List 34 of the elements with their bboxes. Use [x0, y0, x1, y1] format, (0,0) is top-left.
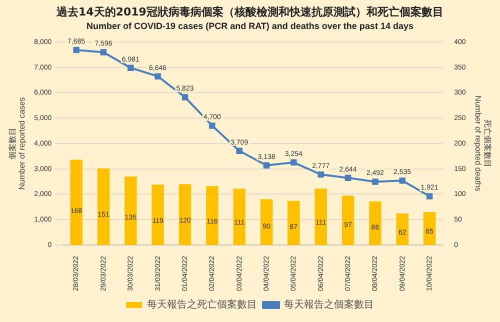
point — [290, 159, 297, 166]
point — [426, 193, 433, 200]
bar — [233, 188, 246, 245]
bar — [396, 214, 408, 245]
point — [209, 122, 216, 129]
point — [100, 49, 107, 56]
bar — [314, 188, 327, 245]
point — [344, 174, 352, 182]
bar — [152, 184, 164, 245]
point — [73, 46, 80, 54]
point — [372, 178, 378, 185]
point — [399, 178, 406, 184]
bar — [178, 184, 192, 245]
chart-subtitle: Number of COVID-19 cases (PCR and RAT) and deaths over the past 14 days — [86, 21, 414, 32]
legend-label: 每天報告之個案數目 — [284, 298, 374, 311]
bar — [124, 176, 137, 245]
point — [236, 148, 242, 154]
y2-axis-title: 死亡個案數目 Number of reported deaths — [473, 96, 492, 192]
bar — [342, 196, 354, 245]
point — [154, 73, 161, 80]
y-axis-title: 個案數目 Number of reported cases — [8, 97, 27, 190]
legend-label: 每天報告之死亡個案數目 — [147, 298, 257, 311]
bar — [97, 168, 110, 245]
point — [318, 171, 324, 178]
bar — [70, 160, 82, 245]
bar — [206, 186, 218, 245]
point — [182, 94, 188, 100]
bar — [423, 212, 436, 245]
bar — [260, 199, 273, 245]
point — [263, 162, 270, 168]
point — [128, 64, 134, 71]
chart-title: 過去14天的2019冠狀病毒病個案（核酸檢測和快速抗原測試）和死亡個案數目 — [56, 5, 444, 18]
bar — [288, 200, 300, 245]
bar — [369, 201, 382, 245]
